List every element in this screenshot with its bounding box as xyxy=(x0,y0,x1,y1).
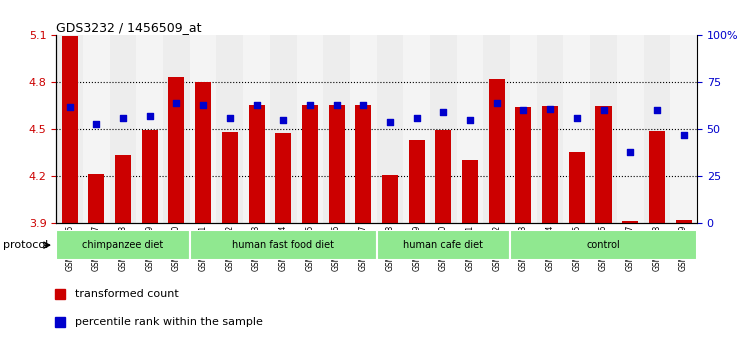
Bar xyxy=(670,35,697,223)
Point xyxy=(677,132,689,138)
Bar xyxy=(275,133,291,223)
Bar xyxy=(510,230,697,260)
Bar xyxy=(350,35,377,223)
Text: transformed count: transformed count xyxy=(75,289,179,299)
Bar xyxy=(56,230,190,260)
Point xyxy=(411,115,423,121)
Bar xyxy=(110,35,137,223)
Bar xyxy=(89,174,104,223)
Bar xyxy=(195,82,211,223)
Point xyxy=(517,108,529,113)
Bar xyxy=(382,175,398,223)
Text: human fast food diet: human fast food diet xyxy=(232,240,334,250)
Bar xyxy=(457,35,484,223)
Point xyxy=(224,115,236,121)
Point xyxy=(490,100,502,106)
Bar xyxy=(590,35,617,223)
Text: control: control xyxy=(587,240,620,250)
Text: human cafe diet: human cafe diet xyxy=(403,240,484,250)
Bar xyxy=(163,35,190,223)
Point xyxy=(544,106,556,112)
Point xyxy=(384,119,396,125)
Bar xyxy=(62,36,77,223)
Bar xyxy=(323,35,350,223)
Point xyxy=(117,115,129,121)
Bar xyxy=(676,220,692,223)
Bar xyxy=(484,35,510,223)
Bar xyxy=(376,35,403,223)
Bar xyxy=(515,107,532,223)
Text: protocol: protocol xyxy=(3,240,48,250)
Bar xyxy=(142,130,158,223)
Bar xyxy=(462,160,478,223)
Bar xyxy=(297,35,323,223)
Point xyxy=(571,115,583,121)
Bar xyxy=(190,35,216,223)
Point xyxy=(64,104,76,109)
Point xyxy=(651,108,663,113)
Point xyxy=(598,108,610,113)
Bar xyxy=(542,106,558,223)
Bar xyxy=(222,132,238,223)
Point xyxy=(357,102,369,108)
Bar xyxy=(617,35,644,223)
Bar xyxy=(644,35,670,223)
Point xyxy=(170,100,182,106)
Text: percentile rank within the sample: percentile rank within the sample xyxy=(75,317,263,327)
Bar xyxy=(537,35,563,223)
Text: chimpanzee diet: chimpanzee diet xyxy=(83,240,164,250)
Bar xyxy=(596,106,611,223)
Bar xyxy=(489,79,505,223)
Point xyxy=(624,149,636,155)
Bar xyxy=(329,105,345,223)
Bar xyxy=(376,230,510,260)
Bar xyxy=(190,230,376,260)
Bar xyxy=(243,35,270,223)
Bar xyxy=(249,105,264,223)
Bar xyxy=(355,105,371,223)
Bar xyxy=(403,35,430,223)
Bar xyxy=(137,35,163,223)
Bar xyxy=(436,130,451,223)
Bar xyxy=(510,35,537,223)
Point xyxy=(437,109,449,115)
Point xyxy=(330,102,342,108)
Point xyxy=(464,117,476,123)
Bar xyxy=(115,155,131,223)
Bar xyxy=(56,35,83,223)
Point xyxy=(304,102,316,108)
Bar xyxy=(302,105,318,223)
Bar xyxy=(569,152,585,223)
Bar xyxy=(409,140,424,223)
Point xyxy=(90,121,102,126)
Point xyxy=(197,102,209,108)
Point xyxy=(277,117,289,123)
Bar xyxy=(270,35,297,223)
Bar xyxy=(168,76,185,223)
Bar xyxy=(622,222,638,223)
Bar xyxy=(430,35,457,223)
Point xyxy=(143,113,155,119)
Bar xyxy=(649,131,665,223)
Text: GDS3232 / 1456509_at: GDS3232 / 1456509_at xyxy=(56,21,202,34)
Bar xyxy=(563,35,590,223)
Bar xyxy=(216,35,243,223)
Bar xyxy=(83,35,110,223)
Point xyxy=(251,102,263,108)
